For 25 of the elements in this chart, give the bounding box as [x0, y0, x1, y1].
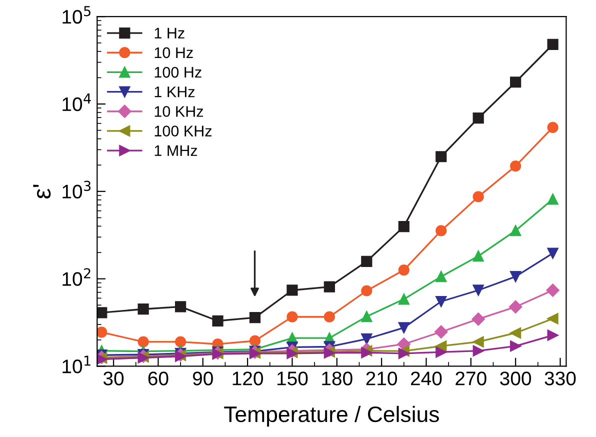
x-tick-label: 90 — [192, 372, 213, 386]
y-tick-label: 10$^{1}$ — [62, 356, 90, 374]
legend-label: 100 Hz — [154, 66, 202, 78]
legend-label: 1 Hz — [154, 28, 184, 38]
legend-label: 100 KHz — [154, 126, 212, 136]
y-tick-label: 10$^{5}$ — [62, 6, 90, 24]
x-tick-label: 30 — [103, 372, 124, 386]
x-axis-title: Temperature / Celsius — [224, 406, 439, 427]
legend-label: 10 Hz — [154, 47, 193, 58]
x-tick-label: 210 — [366, 372, 398, 386]
x-tick-label: 150 — [277, 372, 308, 386]
x-tick-label: 300 — [500, 372, 532, 386]
x-tick-label: 270 — [456, 372, 486, 386]
y-tick-label: 10$^{2}$ — [62, 268, 90, 286]
x-tick-label: 330 — [544, 372, 576, 386]
y-axis-title: ε' — [33, 184, 51, 199]
legend-label: 10 KHz — [154, 106, 204, 117]
y-tick-label: 10$^{4}$ — [62, 94, 91, 112]
x-tick-label: 120 — [232, 372, 264, 386]
legend-label: 1 KHz — [154, 86, 195, 98]
legend-label: 1 MHz — [154, 145, 198, 156]
x-tick-label: 180 — [322, 372, 352, 386]
x-tick-label: 240 — [410, 372, 442, 386]
x-tick-label: 60 — [148, 372, 168, 386]
y-tick-label: 10$^{3}$ — [62, 180, 91, 198]
